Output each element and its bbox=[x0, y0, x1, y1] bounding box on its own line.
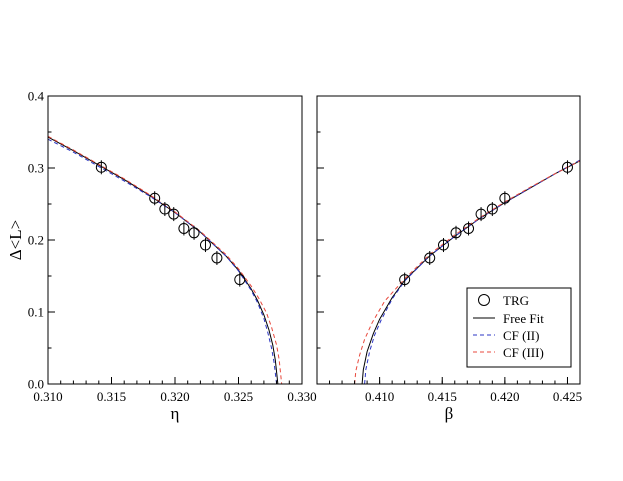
right-series-cf-iii-line bbox=[354, 160, 580, 384]
left-frame bbox=[47, 95, 303, 385]
left-trg-point bbox=[188, 227, 200, 239]
left-x-tick-label: 0.320 bbox=[160, 389, 189, 404]
left-trg-point bbox=[159, 203, 171, 215]
left-trg-point bbox=[234, 274, 246, 286]
right-trg-point bbox=[561, 161, 573, 173]
left-trg-point bbox=[211, 252, 223, 264]
right-trg-point bbox=[424, 252, 436, 264]
left-trg-point bbox=[149, 192, 161, 204]
left-x-tick-label: 0.315 bbox=[97, 389, 126, 404]
right-plot-area bbox=[354, 159, 580, 384]
right-x-tick-label: 0.420 bbox=[490, 389, 519, 404]
right-series-cf-ii-line bbox=[364, 159, 580, 384]
right-trg-point bbox=[399, 274, 411, 286]
right-trg-point bbox=[463, 222, 475, 234]
left-trg-point bbox=[199, 239, 211, 251]
right-axes: 0.410 0.415 0.420 0.425 bbox=[316, 95, 582, 404]
left-x-axis-label: η bbox=[171, 404, 180, 423]
legend-trg-marker bbox=[478, 294, 490, 306]
legend-trg-label: TRG bbox=[503, 293, 529, 308]
legend: TRG Free Fit CF (II) CF (III) bbox=[466, 287, 572, 368]
left-x-tick-label: 0.330 bbox=[287, 389, 316, 404]
left-trg-point bbox=[178, 222, 190, 234]
left-series-cf-ii-line bbox=[48, 138, 278, 384]
legend-cf3-label: CF (III) bbox=[503, 345, 544, 360]
left-y-tick-label: 0.1 bbox=[28, 305, 44, 320]
right-x-tick-label: 0.415 bbox=[428, 389, 457, 404]
right-frame bbox=[316, 95, 581, 385]
legend-cf2-label: CF (II) bbox=[503, 328, 539, 343]
right-trg-point bbox=[437, 239, 449, 251]
left-x-tick-label: 0.325 bbox=[224, 389, 253, 404]
left-trg-point bbox=[168, 208, 180, 220]
left-trg-point bbox=[95, 161, 107, 173]
right-trg-point bbox=[475, 208, 487, 220]
right-trg-point bbox=[499, 192, 511, 204]
left-y-tick-label: 0.0 bbox=[28, 377, 44, 392]
right-trg-point bbox=[486, 203, 498, 215]
right-trg-point bbox=[450, 227, 462, 239]
right-panel: 0.410 0.415 0.420 0.425 β bbox=[316, 95, 582, 423]
right-x-tick-label: 0.425 bbox=[553, 389, 582, 404]
legend-box bbox=[466, 287, 572, 368]
right-x-axis-label: β bbox=[445, 404, 454, 423]
left-plot-area bbox=[48, 135, 283, 384]
left-x-tick-label: 0.310 bbox=[33, 389, 62, 404]
right-series-free-fit-line bbox=[361, 160, 580, 384]
left-series-free-fit-line bbox=[48, 136, 279, 384]
left-panel: 0.310 0.315 0.320 0.325 0.330 0.0 0.1 0.2 0.3 0.4… bbox=[6, 89, 317, 424]
legend-freefit-label: Free Fit bbox=[503, 311, 544, 326]
left-y-tick-label: 0.4 bbox=[28, 89, 45, 104]
left-series-cf-iii-line bbox=[48, 135, 283, 384]
left-y-tick-label: 0.2 bbox=[28, 233, 44, 248]
right-x-tick-label: 0.410 bbox=[365, 389, 394, 404]
left-axes: 0.310 0.315 0.320 0.325 0.330 0.0 0.1 0.2 0.3 0.4 bbox=[28, 89, 317, 405]
left-y-axis-label: Δ<L> bbox=[6, 220, 25, 261]
left-y-tick-label: 0.3 bbox=[28, 161, 44, 176]
